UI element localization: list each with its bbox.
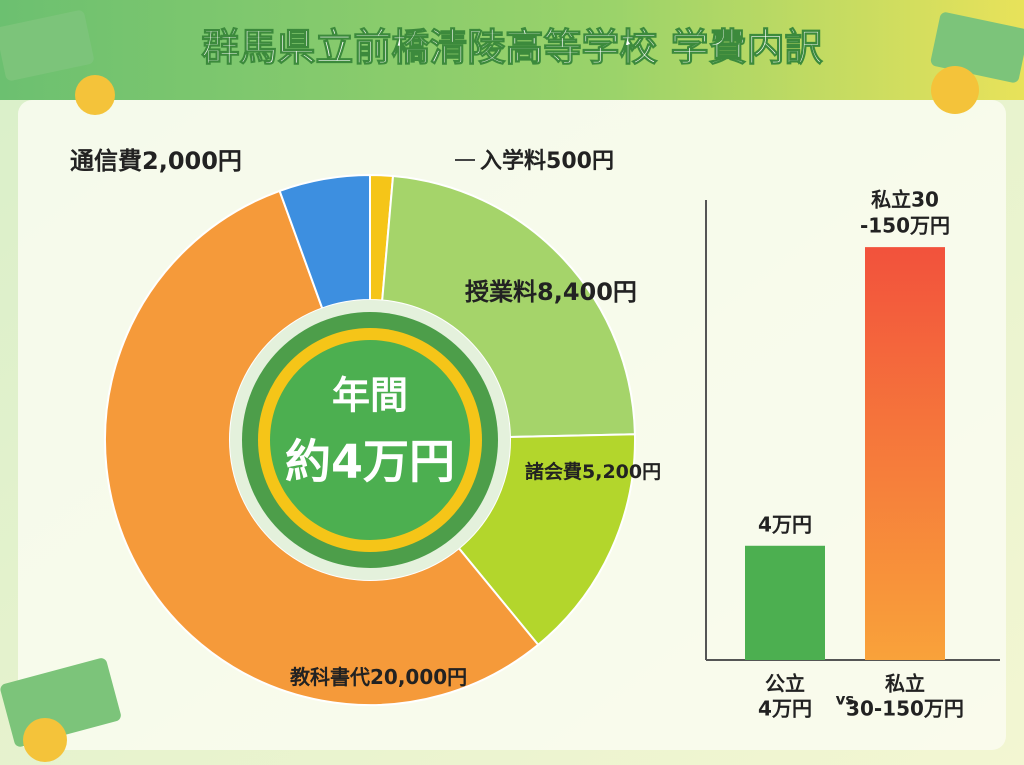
coin-icon [75, 75, 115, 115]
value-label: 私立30 [871, 188, 939, 212]
value-label: 4万円 [758, 512, 812, 536]
title: 群馬県立前橋清陵高等学校 学費内訳 [201, 26, 822, 70]
money-icon [930, 12, 1024, 83]
slice-label: 通信費2,000円 [70, 147, 242, 175]
coin-icon [23, 718, 67, 762]
bar [745, 545, 825, 660]
category-name: 教科書代 [290, 665, 370, 689]
value-label: 20,000円 [370, 665, 467, 689]
slice-label: 諸会費5,200円 [525, 460, 661, 483]
x-tick-sublabel: 30-150万円 [846, 697, 964, 721]
center-label: 年間 [332, 374, 408, 418]
x-tick-label: 私立 [885, 672, 925, 696]
value-label: 8,400円 [537, 278, 637, 306]
slice-label: 入学料500円 [480, 148, 614, 174]
coin-icon [931, 66, 979, 114]
value-label: 5,200円 [582, 461, 661, 483]
vs-label: vs [836, 691, 855, 709]
center-inner [270, 340, 470, 540]
slice-label: 授業料8,400円 [465, 278, 637, 306]
value-label: 2,000円 [142, 147, 242, 175]
center-value: 約4万円 [285, 435, 455, 489]
value-label: -150万円 [860, 214, 950, 238]
category-name: 入学料 [480, 148, 546, 174]
x-tick-label: 公立 [765, 672, 805, 696]
value-label: 500円 [546, 149, 614, 174]
slice-label: 教科書代20,000円 [290, 665, 467, 689]
category-name: 通信費 [70, 147, 142, 175]
money-icon [0, 10, 94, 81]
category-name: 授業料 [465, 278, 537, 306]
category-name: 諸会費 [525, 460, 582, 483]
x-tick-sublabel: 4万円 [758, 697, 812, 721]
bar [865, 247, 945, 660]
header [0, 0, 1024, 100]
